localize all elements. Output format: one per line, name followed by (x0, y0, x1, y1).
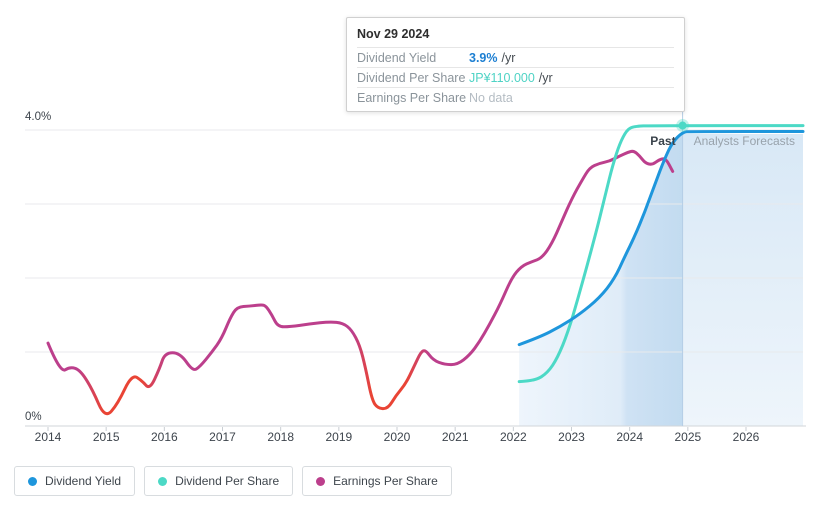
tooltip-value: No data (469, 90, 513, 105)
dividend-per-share-dot-icon (158, 476, 168, 486)
tooltip-row-dividend-per-share: Dividend Per Share JP¥110.000 /yr (357, 67, 674, 87)
forecast-region-fill (682, 134, 803, 426)
legend-item-dividend-per-share[interactable]: Dividend Per Share (144, 466, 294, 496)
x-axis-year-label: 2026 (733, 430, 760, 444)
dividend-yield-line (517, 130, 805, 347)
x-axis-year-label: 2018 (267, 430, 294, 444)
legend-label: Dividend Per Share (175, 474, 280, 488)
tooltip-row-dividend-yield: Dividend Yield 3.9% /yr (357, 47, 674, 67)
legend-label: Dividend Yield (45, 474, 122, 488)
x-axis-year-label: 2021 (442, 430, 469, 444)
tooltip-value: JP¥110.000 (469, 70, 535, 85)
legend-item-dividend-yield[interactable]: Dividend Yield (14, 466, 136, 496)
dividend-yield-dot-icon (28, 476, 37, 486)
past-label: Past (650, 134, 675, 148)
tooltip-unit: /yr (538, 70, 553, 85)
x-axis-year-label: 2014 (35, 430, 62, 444)
tooltip-value: 3.9% (469, 50, 498, 65)
tooltip-label: Dividend Per Share (357, 70, 466, 85)
legend-item-earnings-per-share[interactable]: Earnings Per Share (302, 466, 452, 496)
x-axis-year-label: 2016 (151, 430, 178, 444)
legend-label: Earnings Per Share (333, 474, 438, 488)
x-axis-year-label: 2019 (325, 430, 352, 444)
earnings-per-share-dot-icon (316, 476, 326, 486)
dividend-history-chart[interactable]: 4.0% 0% 2014 2015 2016 2017 2018 2019 2020 2021 20… (0, 0, 821, 455)
earnings-per-share-line (46, 149, 675, 416)
x-axis-year-label: 2024 (616, 430, 643, 444)
today-marker-dot (678, 121, 687, 130)
x-axis-year-label: 2020 (384, 430, 411, 444)
y-axis-label-top: 4.0% (25, 111, 51, 123)
tooltip-unit: /yr (501, 50, 516, 65)
tooltip-date: Nov 29 2024 (357, 27, 430, 41)
analysts-forecasts-label: Analysts Forecasts (694, 134, 795, 148)
tooltip-row-earnings-per-share: Earnings Per Share No data (357, 87, 674, 107)
x-axis-year-label: 2025 (674, 430, 701, 444)
chart-legend: Dividend Yield Dividend Per Share Earnin… (14, 466, 452, 496)
x-axis-year-label: 2022 (500, 430, 527, 444)
tooltip-label: Earnings Per Share (357, 90, 467, 105)
y-axis-label-zero: 0% (25, 411, 42, 423)
dividend-per-share-line (517, 124, 805, 384)
x-axis-year-label: 2015 (93, 430, 120, 444)
x-axis-year-label: 2023 (558, 430, 585, 444)
tooltip-label: Dividend Yield (357, 50, 437, 65)
x-axis-year-label: 2017 (209, 430, 236, 444)
chart-tooltip: Nov 29 2024 Dividend Yield 3.9% /yr Divi… (346, 17, 685, 112)
